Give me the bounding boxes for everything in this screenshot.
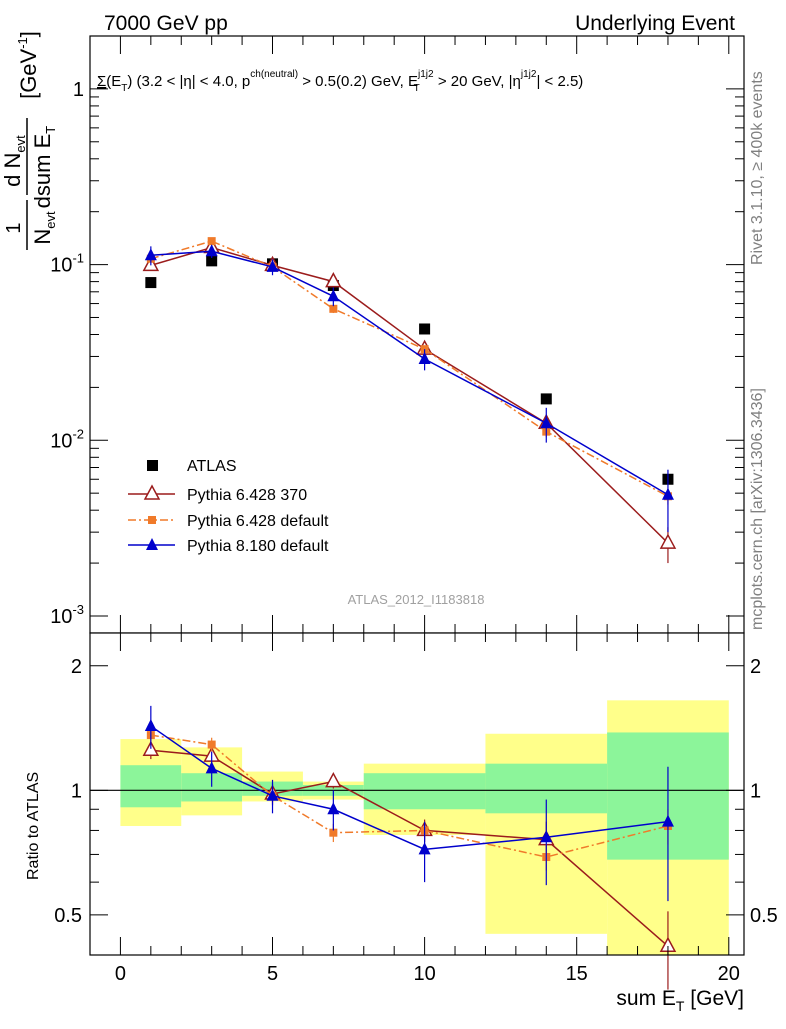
- point-atlas: [206, 255, 218, 267]
- point-pythia-8-180-default: [327, 289, 340, 302]
- ratio-y-tick-label-right: 0.5: [750, 905, 778, 927]
- header-right: Underlying Event: [575, 12, 735, 35]
- point-pythia-6-428-default: [207, 237, 216, 246]
- legend-label-atlas: ATLAS: [187, 458, 237, 475]
- point-pythia-8-180-default: [266, 259, 279, 272]
- ratio-point-pythia-8-180-default: [266, 788, 279, 801]
- ratio-y-axis-label: Ratio to ATLAS: [25, 772, 42, 880]
- ratio-point-pythia-6-428-default: [329, 828, 338, 837]
- main-panel: 10-3 10-2 10-1 1 Σ(ET) (3.2 < |η| < 4.0, pc…: [0, 31, 745, 634]
- ratio-axis-ticks: 0.5 0.51 12 20 5 10 15 20: [54, 633, 778, 985]
- y-tick-label: 10-2: [50, 426, 84, 452]
- legend-label-py6-370: Pythia 6.428 370: [187, 487, 307, 504]
- ratio-point-pythia-6-428-default: [207, 740, 216, 749]
- rivet-label: Rivet 3.1.10, ≥ 400k events: [749, 71, 766, 265]
- y-tick-label: 1: [73, 79, 84, 101]
- ratio-y-tick-label-right: 2: [750, 656, 761, 678]
- main-series-layer: [142, 237, 677, 564]
- legend-marker-atlas: [147, 460, 158, 471]
- point-atlas: [540, 393, 552, 405]
- legend-marker-py8-default: [146, 538, 158, 550]
- point-atlas: [419, 323, 431, 335]
- ratio-point-pythia-8-180-default: [418, 842, 431, 855]
- uncertainty-band-green: [120, 765, 182, 808]
- ratio-point-pythia-8-180-default: [327, 802, 340, 815]
- x-tick-label: 10: [413, 963, 435, 985]
- ratio-point-pythia-8-180-default: [661, 814, 674, 827]
- svg-text:1 Nevt d Nevt: 1 Nevt d Nevt dsum ET [GeV-1]: [0, 31, 60, 245]
- point-pythia-8-180-default: [205, 244, 218, 257]
- ratio-y-tick-label: 1: [71, 780, 82, 802]
- point-pythia-8-180-default: [144, 248, 157, 261]
- ratio-point-pythia-8-180-default: [144, 719, 157, 732]
- y-tick-label: 10-3: [50, 602, 84, 628]
- ratio-y-tick-label-right: 1: [750, 780, 761, 802]
- point-pythia-6-428-370: [325, 272, 342, 288]
- point-pythia-6-428-default: [329, 304, 338, 313]
- x-tick-label: 15: [566, 963, 588, 985]
- point-atlas: [145, 277, 157, 289]
- svg-text:sum ET [GeV]: sum ET [GeV]: [616, 987, 744, 1014]
- ratio-point-pythia-6-428-370: [325, 771, 342, 788]
- plot-title: Σ(ET) (3.2 < |η| < 4.0, pch(neutral) > 0…: [97, 69, 583, 94]
- analysis-id: ATLAS_2012_I1183818: [348, 592, 485, 607]
- point-pythia-8-180-default: [418, 352, 431, 365]
- header-left: 7000 GeV pp: [104, 12, 228, 35]
- main-plot-background: [90, 36, 744, 633]
- ratio-panel: 0.5 0.51 12 20 5 10 15 20 Ratio to ATLAS: [25, 632, 778, 990]
- main-axis-ticks: 10-3 10-2 10-1 1: [50, 35, 744, 633]
- x-tick-label: 5: [267, 963, 278, 985]
- ratio-point-pythia-8-180-default: [205, 761, 218, 774]
- uncertainty-band-green: [363, 773, 486, 810]
- legend: ATLAS Pythia 6.428 370 Pythia 6.428 defa…: [128, 458, 329, 555]
- legend-marker-py6-370: [143, 484, 161, 500]
- point-pythia-8-180-default: [540, 416, 553, 429]
- x-axis-label: sum ET [GeV]: [616, 987, 744, 1014]
- ratio-plot-frame: [89, 632, 745, 956]
- ratio-y-tick-label: 0.5: [54, 905, 82, 927]
- main-y-axis-label: 1 Nevt d Nevt dsum ET [GeV-1]: [0, 31, 60, 250]
- ratio-point-pythia-8-180-default: [540, 830, 553, 843]
- x-tick-label: 0: [115, 963, 126, 985]
- legend-marker-py6-default: [148, 516, 156, 524]
- legend-label-py8-default: Pythia 8.180 default: [187, 538, 329, 555]
- mcplots-label: mcplots.cern.ch [arXiv:1306.3436]: [749, 388, 766, 630]
- legend-label-py6-default: Pythia 6.428 default: [187, 513, 329, 530]
- x-tick-label: 20: [718, 963, 740, 985]
- ratio-y-tick-label: 2: [71, 656, 82, 678]
- y-tick-label: 10-1: [50, 251, 84, 277]
- point-pythia-6-428-370: [659, 533, 677, 549]
- point-pythia-8-180-default: [661, 487, 674, 500]
